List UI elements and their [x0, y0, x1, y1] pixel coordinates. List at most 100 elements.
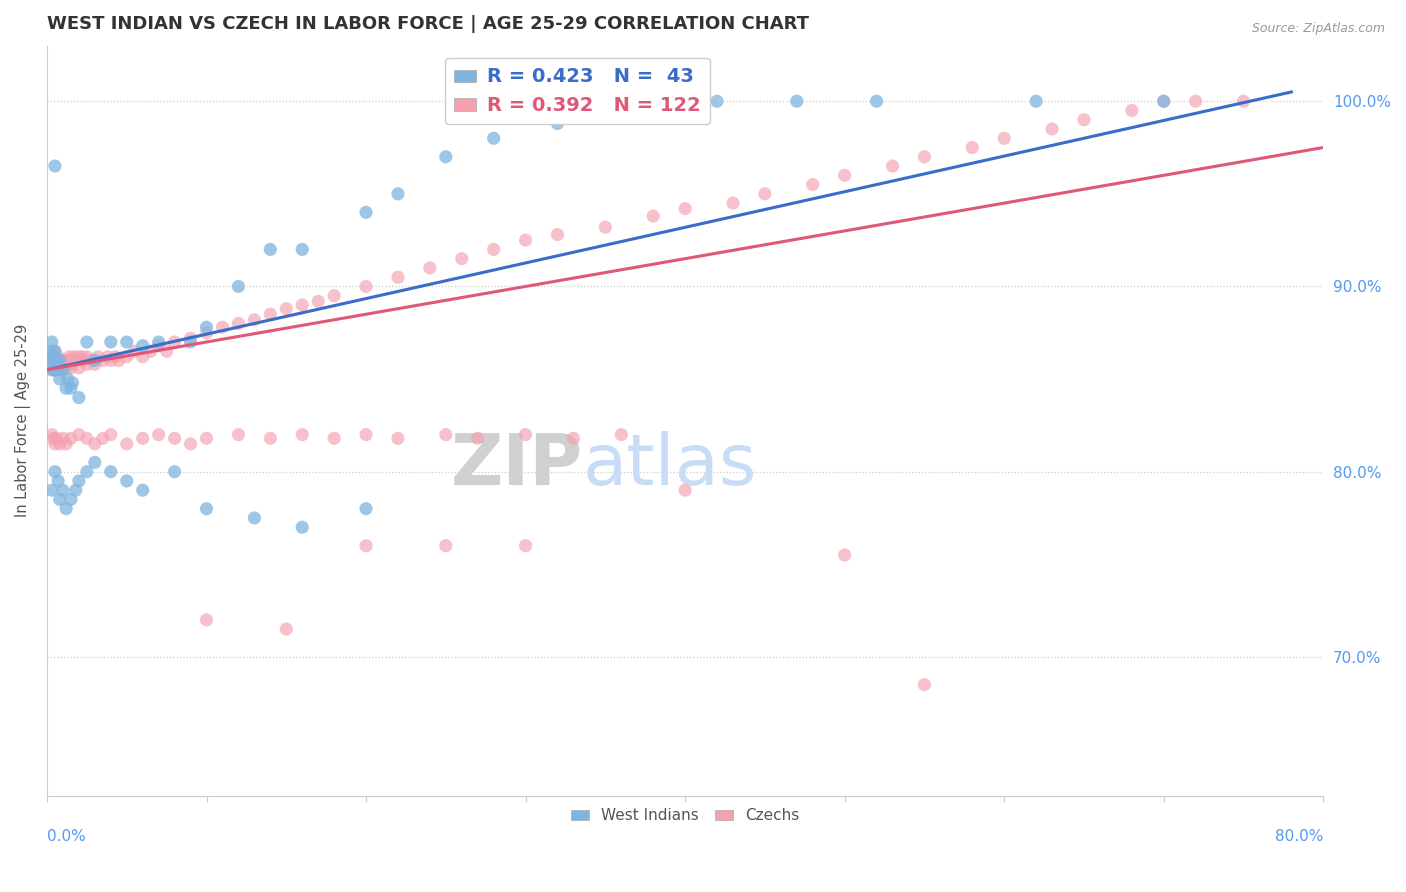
- Point: [62, 357, 84, 371]
- Point: [42, 350, 65, 364]
- Point: [48, 353, 70, 368]
- Point: [307, 294, 329, 309]
- Point: [45, 353, 67, 368]
- Point: [63, 350, 86, 364]
- Point: [52, 483, 75, 498]
- Point: [55, 381, 77, 395]
- Point: [434, 150, 457, 164]
- Point: [1025, 94, 1047, 108]
- Point: [387, 270, 409, 285]
- Point: [131, 350, 153, 364]
- Point: [65, 483, 87, 498]
- Point: [450, 252, 472, 266]
- Point: [100, 334, 122, 349]
- Point: [115, 474, 138, 488]
- Point: [387, 186, 409, 201]
- Point: [45, 431, 67, 445]
- Point: [52, 431, 75, 445]
- Point: [42, 363, 65, 377]
- Point: [46, 363, 69, 377]
- Point: [562, 431, 585, 445]
- Point: [46, 357, 69, 371]
- Point: [80, 353, 103, 368]
- Point: [44, 465, 66, 479]
- Point: [115, 437, 138, 451]
- Point: [76, 431, 98, 445]
- Point: [48, 353, 70, 368]
- Point: [67, 391, 90, 405]
- Point: [44, 353, 66, 368]
- Point: [83, 353, 105, 368]
- Point: [52, 360, 75, 375]
- Point: [156, 344, 179, 359]
- Point: [58, 350, 80, 364]
- Point: [148, 427, 170, 442]
- Point: [291, 243, 314, 257]
- Point: [124, 344, 146, 359]
- Point: [434, 427, 457, 442]
- Point: [76, 465, 98, 479]
- Point: [180, 334, 202, 349]
- Point: [41, 353, 63, 368]
- Point: [41, 363, 63, 377]
- Point: [243, 511, 266, 525]
- Point: [44, 437, 66, 451]
- Point: [44, 363, 66, 377]
- Point: [55, 353, 77, 368]
- Point: [163, 334, 186, 349]
- Point: [163, 465, 186, 479]
- Point: [323, 289, 346, 303]
- Point: [131, 431, 153, 445]
- Point: [44, 344, 66, 359]
- Point: [291, 298, 314, 312]
- Point: [46, 350, 69, 364]
- Point: [67, 427, 90, 442]
- Point: [62, 376, 84, 390]
- Point: [76, 350, 98, 364]
- Point: [48, 492, 70, 507]
- Point: [834, 548, 856, 562]
- Point: [754, 186, 776, 201]
- Point: [195, 431, 218, 445]
- Point: [67, 474, 90, 488]
- Point: [515, 427, 537, 442]
- Point: [83, 357, 105, 371]
- Point: [163, 431, 186, 445]
- Point: [59, 431, 82, 445]
- Point: [46, 474, 69, 488]
- Point: [1153, 94, 1175, 108]
- Point: [97, 350, 120, 364]
- Point: [51, 357, 73, 371]
- Point: [387, 431, 409, 445]
- Point: [354, 427, 377, 442]
- Text: atlas: atlas: [583, 431, 758, 500]
- Point: [139, 344, 162, 359]
- Point: [44, 344, 66, 359]
- Point: [42, 431, 65, 445]
- Point: [131, 483, 153, 498]
- Point: [467, 431, 489, 445]
- Point: [595, 220, 617, 235]
- Point: [100, 465, 122, 479]
- Point: [48, 437, 70, 451]
- Point: [195, 613, 218, 627]
- Point: [1121, 103, 1143, 118]
- Point: [515, 539, 537, 553]
- Text: Source: ZipAtlas.com: Source: ZipAtlas.com: [1251, 22, 1385, 36]
- Point: [44, 159, 66, 173]
- Point: [1184, 94, 1206, 108]
- Text: 0.0%: 0.0%: [46, 830, 86, 844]
- Point: [41, 350, 63, 364]
- Point: [291, 427, 314, 442]
- Point: [323, 431, 346, 445]
- Point: [41, 353, 63, 368]
- Point: [228, 279, 250, 293]
- Point: [45, 353, 67, 368]
- Point: [56, 357, 79, 371]
- Point: [100, 353, 122, 368]
- Legend: West Indians, Czechs: West Indians, Czechs: [565, 802, 806, 830]
- Point: [801, 178, 824, 192]
- Point: [48, 372, 70, 386]
- Point: [228, 427, 250, 442]
- Point: [211, 320, 233, 334]
